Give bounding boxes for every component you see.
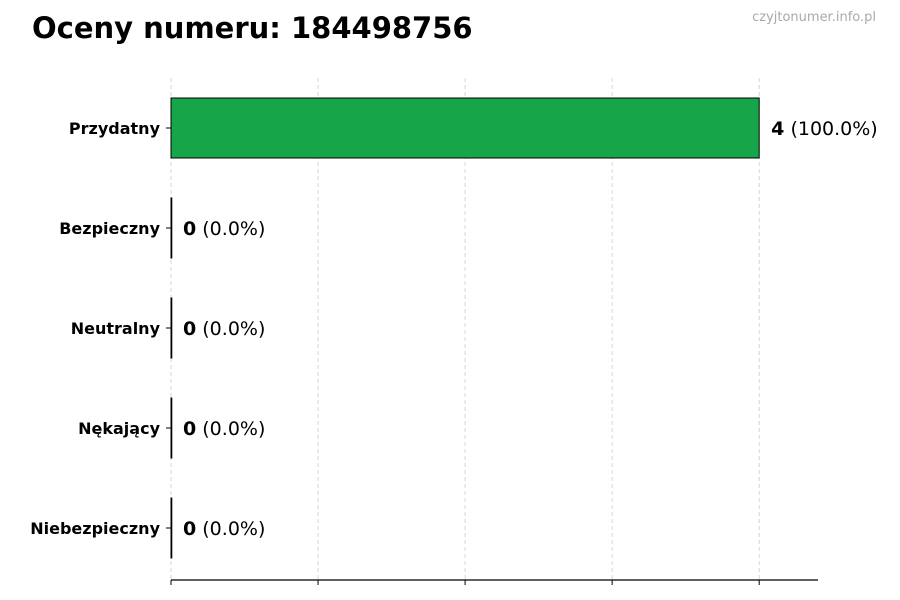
data-label: 0 (0.0%): [183, 318, 265, 340]
data-label: 4 (100.0%): [771, 118, 878, 140]
bar: [170, 97, 760, 159]
data-label-count: 0: [183, 418, 196, 440]
data-label-percent: (100.0%): [784, 118, 877, 140]
data-label-count: 4: [771, 118, 784, 140]
data-label-count: 0: [183, 518, 196, 540]
data-label-percent: (0.0%): [196, 318, 265, 340]
data-label: 0 (0.0%): [183, 418, 265, 440]
category-label: Neutralny: [71, 319, 161, 338]
watermark: czyjtonumer.info.pl: [752, 10, 876, 25]
bar: [170, 497, 173, 559]
chart-title: Oceny numeru: 184498756: [32, 11, 473, 45]
data-label-percent: (0.0%): [196, 418, 265, 440]
data-label-percent: (0.0%): [196, 218, 265, 240]
category-label: Bezpieczny: [59, 219, 160, 238]
bar: [170, 397, 173, 459]
category-label: Nękający: [78, 419, 160, 438]
data-label: 0 (0.0%): [183, 518, 265, 540]
data-label-count: 0: [183, 318, 196, 340]
bar: [170, 197, 173, 259]
data-label: 0 (0.0%): [183, 218, 265, 240]
data-label-percent: (0.0%): [196, 518, 265, 540]
category-label: Przydatny: [69, 119, 161, 138]
category-label: Niebezpieczny: [30, 519, 160, 538]
bar: [170, 297, 173, 359]
data-label-count: 0: [183, 218, 196, 240]
